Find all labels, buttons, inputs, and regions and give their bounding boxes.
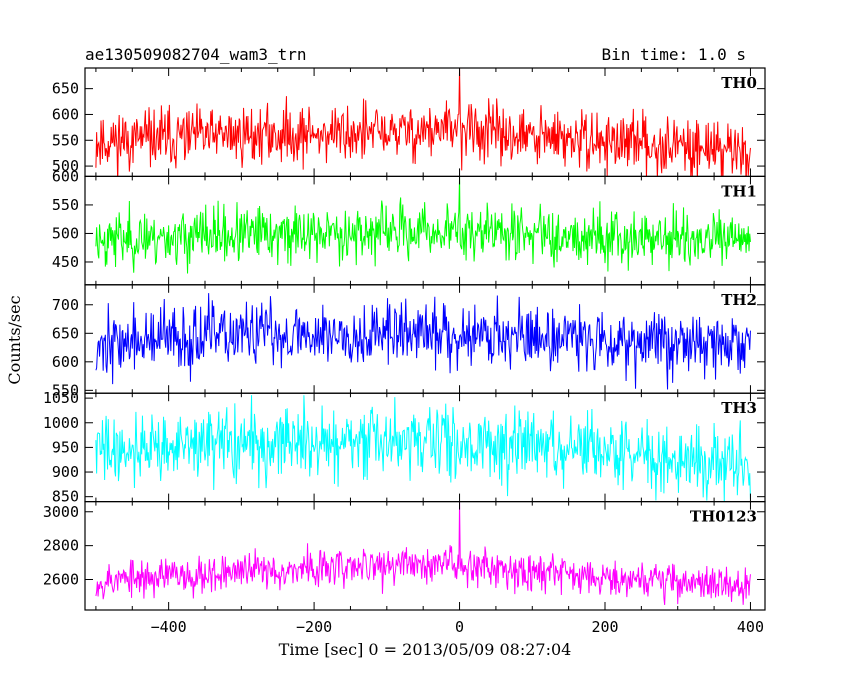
y-tick-label: 450 [52, 253, 79, 271]
y-tick-label: 650 [52, 324, 79, 342]
y-tick-label: 550 [52, 196, 79, 214]
panel-label-th2: TH2 [721, 291, 757, 309]
y-tick-label: 900 [52, 463, 79, 481]
panel-frame [84, 501, 766, 611]
y-tick-label: 500 [52, 224, 79, 242]
y-tick-label: 950 [52, 438, 79, 456]
chart-title: ae130509082704_wam3_trn [85, 45, 307, 64]
y-tick-label: 550 [52, 131, 79, 149]
series-line-th0123 [95, 501, 751, 606]
x-tick-label: −200 [296, 618, 332, 636]
panel-label-th0: TH0 [721, 74, 757, 92]
panel-th3: 850 900 950 1000 1050 TH3 [43, 389, 766, 506]
y-tick-label: 1050 [43, 389, 79, 407]
y-tick-label: 850 [52, 488, 79, 506]
y-tick-label: 650 [52, 80, 79, 98]
series-line-th1 [95, 176, 751, 274]
y-axis-title: Counts/sec [5, 295, 24, 384]
y-tick-label: 700 [52, 296, 79, 314]
y-tick-label: 600 [52, 105, 79, 123]
y-tick-label: 2800 [43, 537, 79, 555]
panels-group: 500 550 600 650 TH0 450 500 550 600 TH1 550 600 650 7… [43, 67, 766, 611]
x-axis: −400 −200 0 200 400 [151, 618, 764, 636]
bin-time-label: Bin time: 1.0 s [602, 45, 747, 64]
x-tick-label: 200 [591, 618, 618, 636]
y-tick-label: 600 [52, 167, 79, 185]
series-line-th2 [95, 293, 751, 390]
x-tick-label: 400 [737, 618, 764, 636]
y-tick-label: 2600 [43, 571, 79, 589]
y-tick-label: 1000 [43, 414, 79, 432]
series-line-th3 [95, 395, 751, 502]
panel-label-th0123: TH0123 [690, 508, 757, 526]
panel-th0123: 2600 2800 3000 TH0123 [43, 501, 766, 611]
x-axis-title: Time [sec] 0 = 2013/05/09 08:27:04 [279, 640, 572, 659]
y-tick-label: 600 [52, 353, 79, 371]
y-tick-label: 550 [52, 381, 79, 399]
panel-label-th1: TH1 [721, 182, 757, 200]
y-tick-label: 3000 [43, 503, 79, 521]
panel-th1: 450 500 550 600 TH1 [52, 167, 766, 286]
panel-label-th3: TH3 [721, 399, 757, 417]
panel-th0: 500 550 600 650 TH0 [52, 67, 766, 178]
x-tick-label: 0 [455, 618, 464, 636]
x-tick-label: −400 [151, 618, 187, 636]
y-tick-label: 500 [52, 157, 79, 175]
panel-th2: 550 600 650 700 TH2 [52, 284, 766, 399]
series-line-th0 [95, 68, 751, 177]
